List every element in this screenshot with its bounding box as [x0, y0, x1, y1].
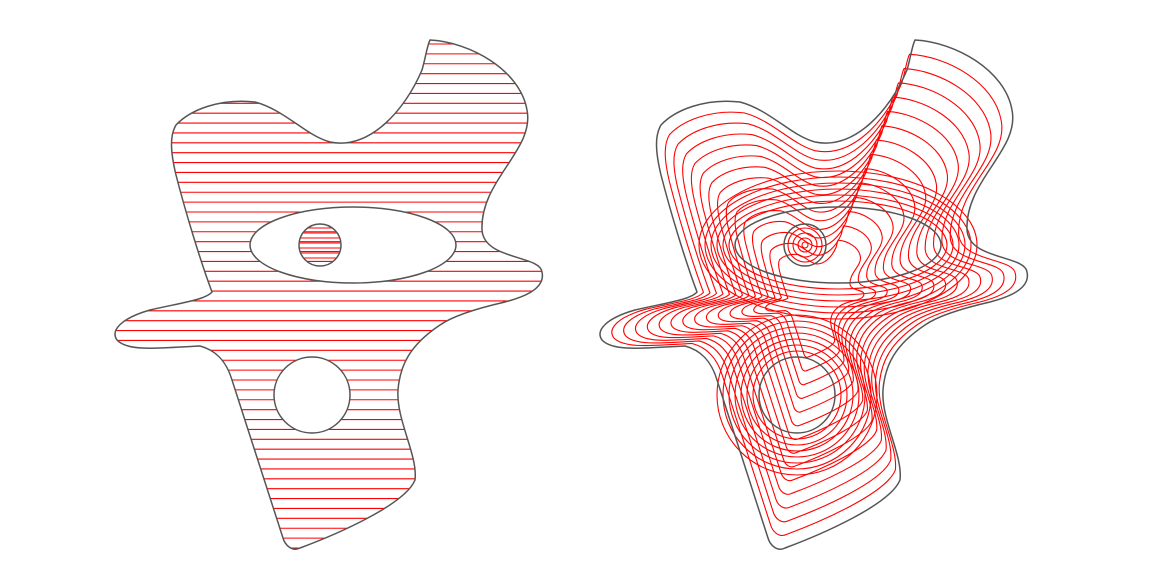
- zigzag-fill-panel: [100, 40, 560, 549]
- eye-offset-contour: [711, 183, 965, 307]
- outer-contour: [695, 154, 934, 439]
- pupil-contour: [802, 242, 808, 248]
- outer-contour: [647, 97, 980, 494]
- part-outline: [115, 40, 542, 549]
- outer-contour: [612, 54, 1016, 535]
- eye-offset-contour: [723, 195, 953, 295]
- outer-contour: [624, 69, 1004, 522]
- concentric-toolpath-contours: [612, 54, 1016, 535]
- contour-fill-panel: [600, 40, 1027, 549]
- parallel-toolpath-lines: [100, 44, 560, 548]
